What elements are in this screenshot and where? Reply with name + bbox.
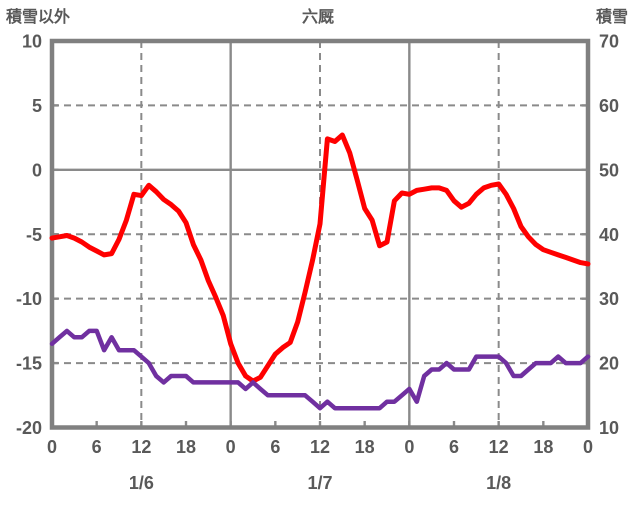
right-axis-title: 積雪 — [595, 9, 628, 26]
left-tick-label: 5 — [32, 96, 42, 116]
right-tick-label: 40 — [599, 225, 619, 245]
left-tick-label: 0 — [32, 160, 42, 180]
day-label: 1/8 — [486, 473, 511, 493]
left-tick-label: -10 — [16, 289, 42, 309]
right-tick-label: 30 — [599, 289, 619, 309]
series-line-right-axis — [49, 328, 591, 411]
hour-tick-label: 12 — [489, 437, 509, 457]
right-tick-label: 10 — [599, 418, 619, 438]
day-label: 1/7 — [307, 473, 332, 493]
hour-tick-label: 6 — [270, 437, 280, 457]
hour-tick-label: 12 — [131, 437, 151, 457]
hour-tick-label: 12 — [310, 437, 330, 457]
right-tick-label: 50 — [599, 160, 619, 180]
hour-tick-label: 18 — [355, 437, 375, 457]
left-tick-label: -20 — [16, 418, 42, 438]
right-tick-label: 60 — [599, 96, 619, 116]
left-tick-label: 10 — [22, 32, 42, 52]
left-tick-label: -15 — [16, 354, 42, 374]
hour-tick-label: 0 — [404, 437, 414, 457]
left-axis-title: 積雪以外 — [6, 9, 71, 26]
series-line-left-axis — [49, 132, 591, 384]
hour-tick-label: 18 — [533, 437, 553, 457]
hour-tick-label: 0 — [47, 437, 57, 457]
chart-title: 六厩 — [301, 9, 334, 26]
hour-tick-label: 6 — [92, 437, 102, 457]
right-tick-label: 20 — [599, 354, 619, 374]
hour-tick-label: 0 — [226, 437, 236, 457]
left-tick-label: -5 — [26, 225, 42, 245]
hour-tick-label: 6 — [449, 437, 459, 457]
day-label: 1/6 — [129, 473, 154, 493]
plot-border — [49, 38, 591, 430]
hour-tick-label: 0 — [583, 437, 593, 457]
hour-tick-label: 18 — [176, 437, 196, 457]
right-tick-label: 70 — [599, 32, 619, 52]
